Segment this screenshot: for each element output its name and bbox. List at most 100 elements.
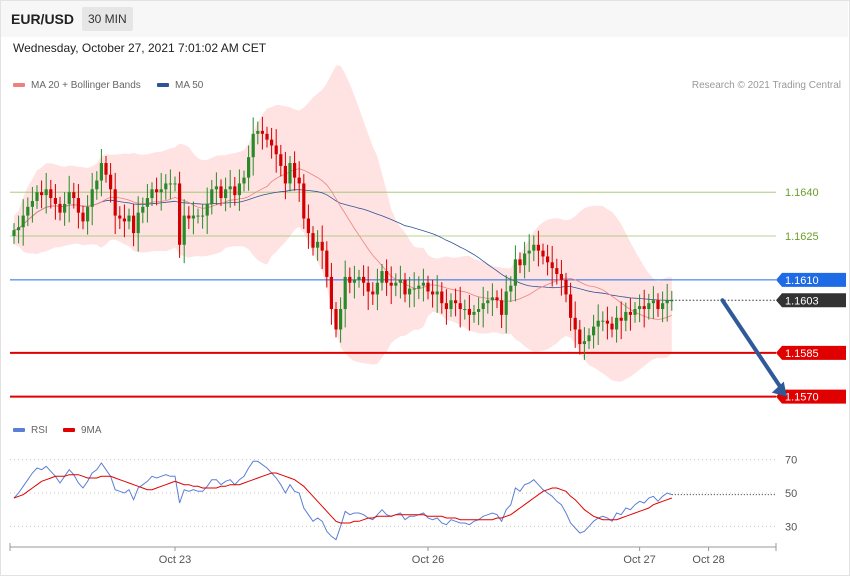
candle-body: [12, 230, 16, 237]
level-label-1.1625: 1.1625: [785, 231, 819, 243]
timeframe-button[interactable]: 30 MIN: [82, 7, 133, 31]
candle-body: [435, 291, 439, 295]
candle-body: [145, 198, 149, 207]
candle-body: [302, 183, 306, 219]
candle-body: [403, 279, 407, 295]
candle-body: [320, 241, 324, 251]
candle-body: [150, 189, 154, 199]
candle-body: [412, 288, 416, 290]
candle-body: [53, 198, 57, 204]
candle-body: [587, 335, 591, 342]
candle-body: [564, 279, 568, 295]
candle-body: [592, 326, 596, 336]
candle-body: [191, 215, 195, 219]
candle-body: [21, 215, 25, 228]
candle-body: [233, 186, 237, 196]
candle-body: [159, 189, 163, 193]
candle-body: [610, 323, 614, 330]
candle-body: [375, 282, 379, 295]
forecast-arrow-head: [771, 381, 787, 397]
candle-body: [371, 291, 375, 295]
candle-body: [467, 309, 471, 315]
candle-body: [417, 285, 421, 289]
candle-body: [334, 309, 338, 330]
candle-body: [532, 244, 536, 251]
candle-body: [541, 250, 545, 257]
candle-body: [297, 177, 301, 184]
x-tick-label: Oct 27: [623, 554, 655, 566]
candle-body: [63, 203, 67, 213]
candle-body: [136, 212, 140, 234]
candle-body: [76, 198, 80, 213]
candle-body: [362, 276, 366, 283]
candle-body: [49, 189, 53, 199]
candle-body: [624, 311, 628, 321]
candle-body: [348, 276, 352, 283]
candle-body: [578, 329, 582, 345]
candle-body: [546, 256, 550, 263]
level-tag-1.1570: [776, 389, 846, 404]
candle-body: [670, 300, 674, 302]
level-tag-1.1585: [776, 345, 846, 360]
candle-body: [389, 282, 393, 286]
candle-body: [178, 183, 182, 245]
candle-body: [316, 241, 320, 248]
level-tag-1.1603: [776, 293, 846, 308]
candle-body: [132, 215, 136, 234]
candle-body: [81, 212, 85, 222]
candle-body: [619, 317, 623, 321]
ma50-line: [13, 189, 672, 301]
candle-body: [490, 297, 494, 301]
level-label-1.1570: 1.1570: [785, 392, 819, 404]
forecast-arrow-shaft: [720, 298, 783, 390]
candle-body: [661, 303, 665, 310]
candle-body: [366, 282, 370, 292]
level-label-1.1610: 1.1610: [785, 275, 819, 287]
legend-rsi-9ma: 9MA: [63, 425, 102, 436]
candle-body: [72, 192, 76, 199]
candle-body: [86, 206, 90, 222]
candle-body: [536, 244, 540, 251]
candle-body: [256, 130, 260, 134]
candle-body: [357, 276, 361, 280]
candle-body: [477, 309, 481, 312]
candle-body: [127, 215, 131, 222]
candle-body: [615, 317, 619, 330]
candle-body: [214, 186, 218, 190]
candle-body: [196, 215, 200, 217]
x-tick-label: Oct 28: [692, 554, 724, 566]
legend-ma20-label: MA 20 + Bollinger Bands: [31, 80, 141, 91]
legend-ma50-swatch: [157, 83, 169, 88]
candle-body: [283, 165, 287, 184]
candle-body: [651, 300, 655, 304]
candle-body: [555, 268, 559, 274]
candle-body: [67, 192, 71, 204]
candle-body: [270, 139, 274, 146]
legend-ma50-label: MA 50: [175, 80, 204, 91]
legend-rsi: RSI: [13, 425, 48, 436]
candle-body: [251, 133, 255, 158]
candle-body: [573, 317, 577, 330]
symbol-title: EUR/USD: [11, 11, 75, 27]
candle-body: [385, 271, 389, 283]
candle-body: [628, 311, 632, 315]
candle-body: [569, 294, 573, 318]
level-label-1.1603: 1.1603: [785, 295, 819, 307]
candle-body: [463, 309, 467, 311]
bollinger-band: [14, 65, 672, 382]
candle-body: [164, 183, 168, 190]
legend-ma20-swatch: [13, 83, 25, 88]
candle-body: [173, 183, 177, 185]
candle-body: [527, 250, 531, 254]
candle-body: [118, 215, 122, 219]
candle-body: [40, 192, 44, 196]
legend-9ma-swatch: [63, 428, 75, 433]
header-bar: [1, 1, 848, 37]
level-label-1.1640: 1.1640: [785, 187, 819, 199]
candle-body: [665, 300, 669, 304]
legend-rsi-label: RSI: [31, 425, 48, 436]
candle-body: [408, 288, 412, 295]
candle-body: [90, 189, 94, 207]
candle-body: [449, 300, 453, 310]
x-tick-label: Oct 23: [159, 554, 191, 566]
